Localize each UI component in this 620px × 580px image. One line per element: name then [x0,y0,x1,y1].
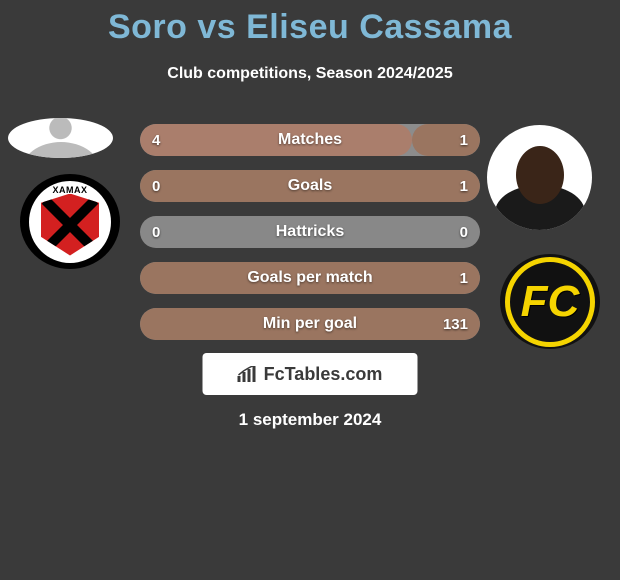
stat-value-right: 1 [460,132,468,149]
stat-value-right: 131 [443,316,468,333]
club-left-label: XAMAX [52,185,87,195]
stat-label: Goals [288,177,332,195]
stat-row: 4 Matches 1 [140,124,480,156]
subtitle: Club competitions, Season 2024/2025 [0,65,620,83]
club-right-label: FC [521,277,580,327]
stat-value-right: 1 [460,178,468,195]
stat-row: Goals per match 1 [140,262,480,294]
stat-value-left: 4 [152,132,160,149]
stat-label: Matches [278,131,342,149]
club-left-logo: XAMAX [20,174,120,269]
page-title: Soro vs Eliseu Cassama [0,0,620,47]
date-label: 1 september 2024 [0,410,620,430]
stat-value-right: 1 [460,270,468,287]
stat-label: Min per goal [263,315,357,333]
player-left-photo [8,118,113,158]
branding-text: FcTables.com [264,364,383,385]
stat-label: Goals per match [247,269,372,287]
chart-icon [238,366,258,382]
stat-value-left: 0 [152,224,160,241]
stat-row: 0 Goals 1 [140,170,480,202]
club-right-logo: FC [500,254,600,349]
player-right-photo [487,125,592,230]
stat-value-right: 0 [460,224,468,241]
stat-row: Min per goal 131 [140,308,480,340]
stat-label: Hattricks [276,223,344,241]
branding-badge: FcTables.com [203,353,418,395]
stats-container: 4 Matches 1 0 Goals 1 0 Hattricks 0 Goals per mat… [140,124,480,354]
stat-value-left: 0 [152,178,160,195]
stat-row: 0 Hattricks 0 [140,216,480,248]
